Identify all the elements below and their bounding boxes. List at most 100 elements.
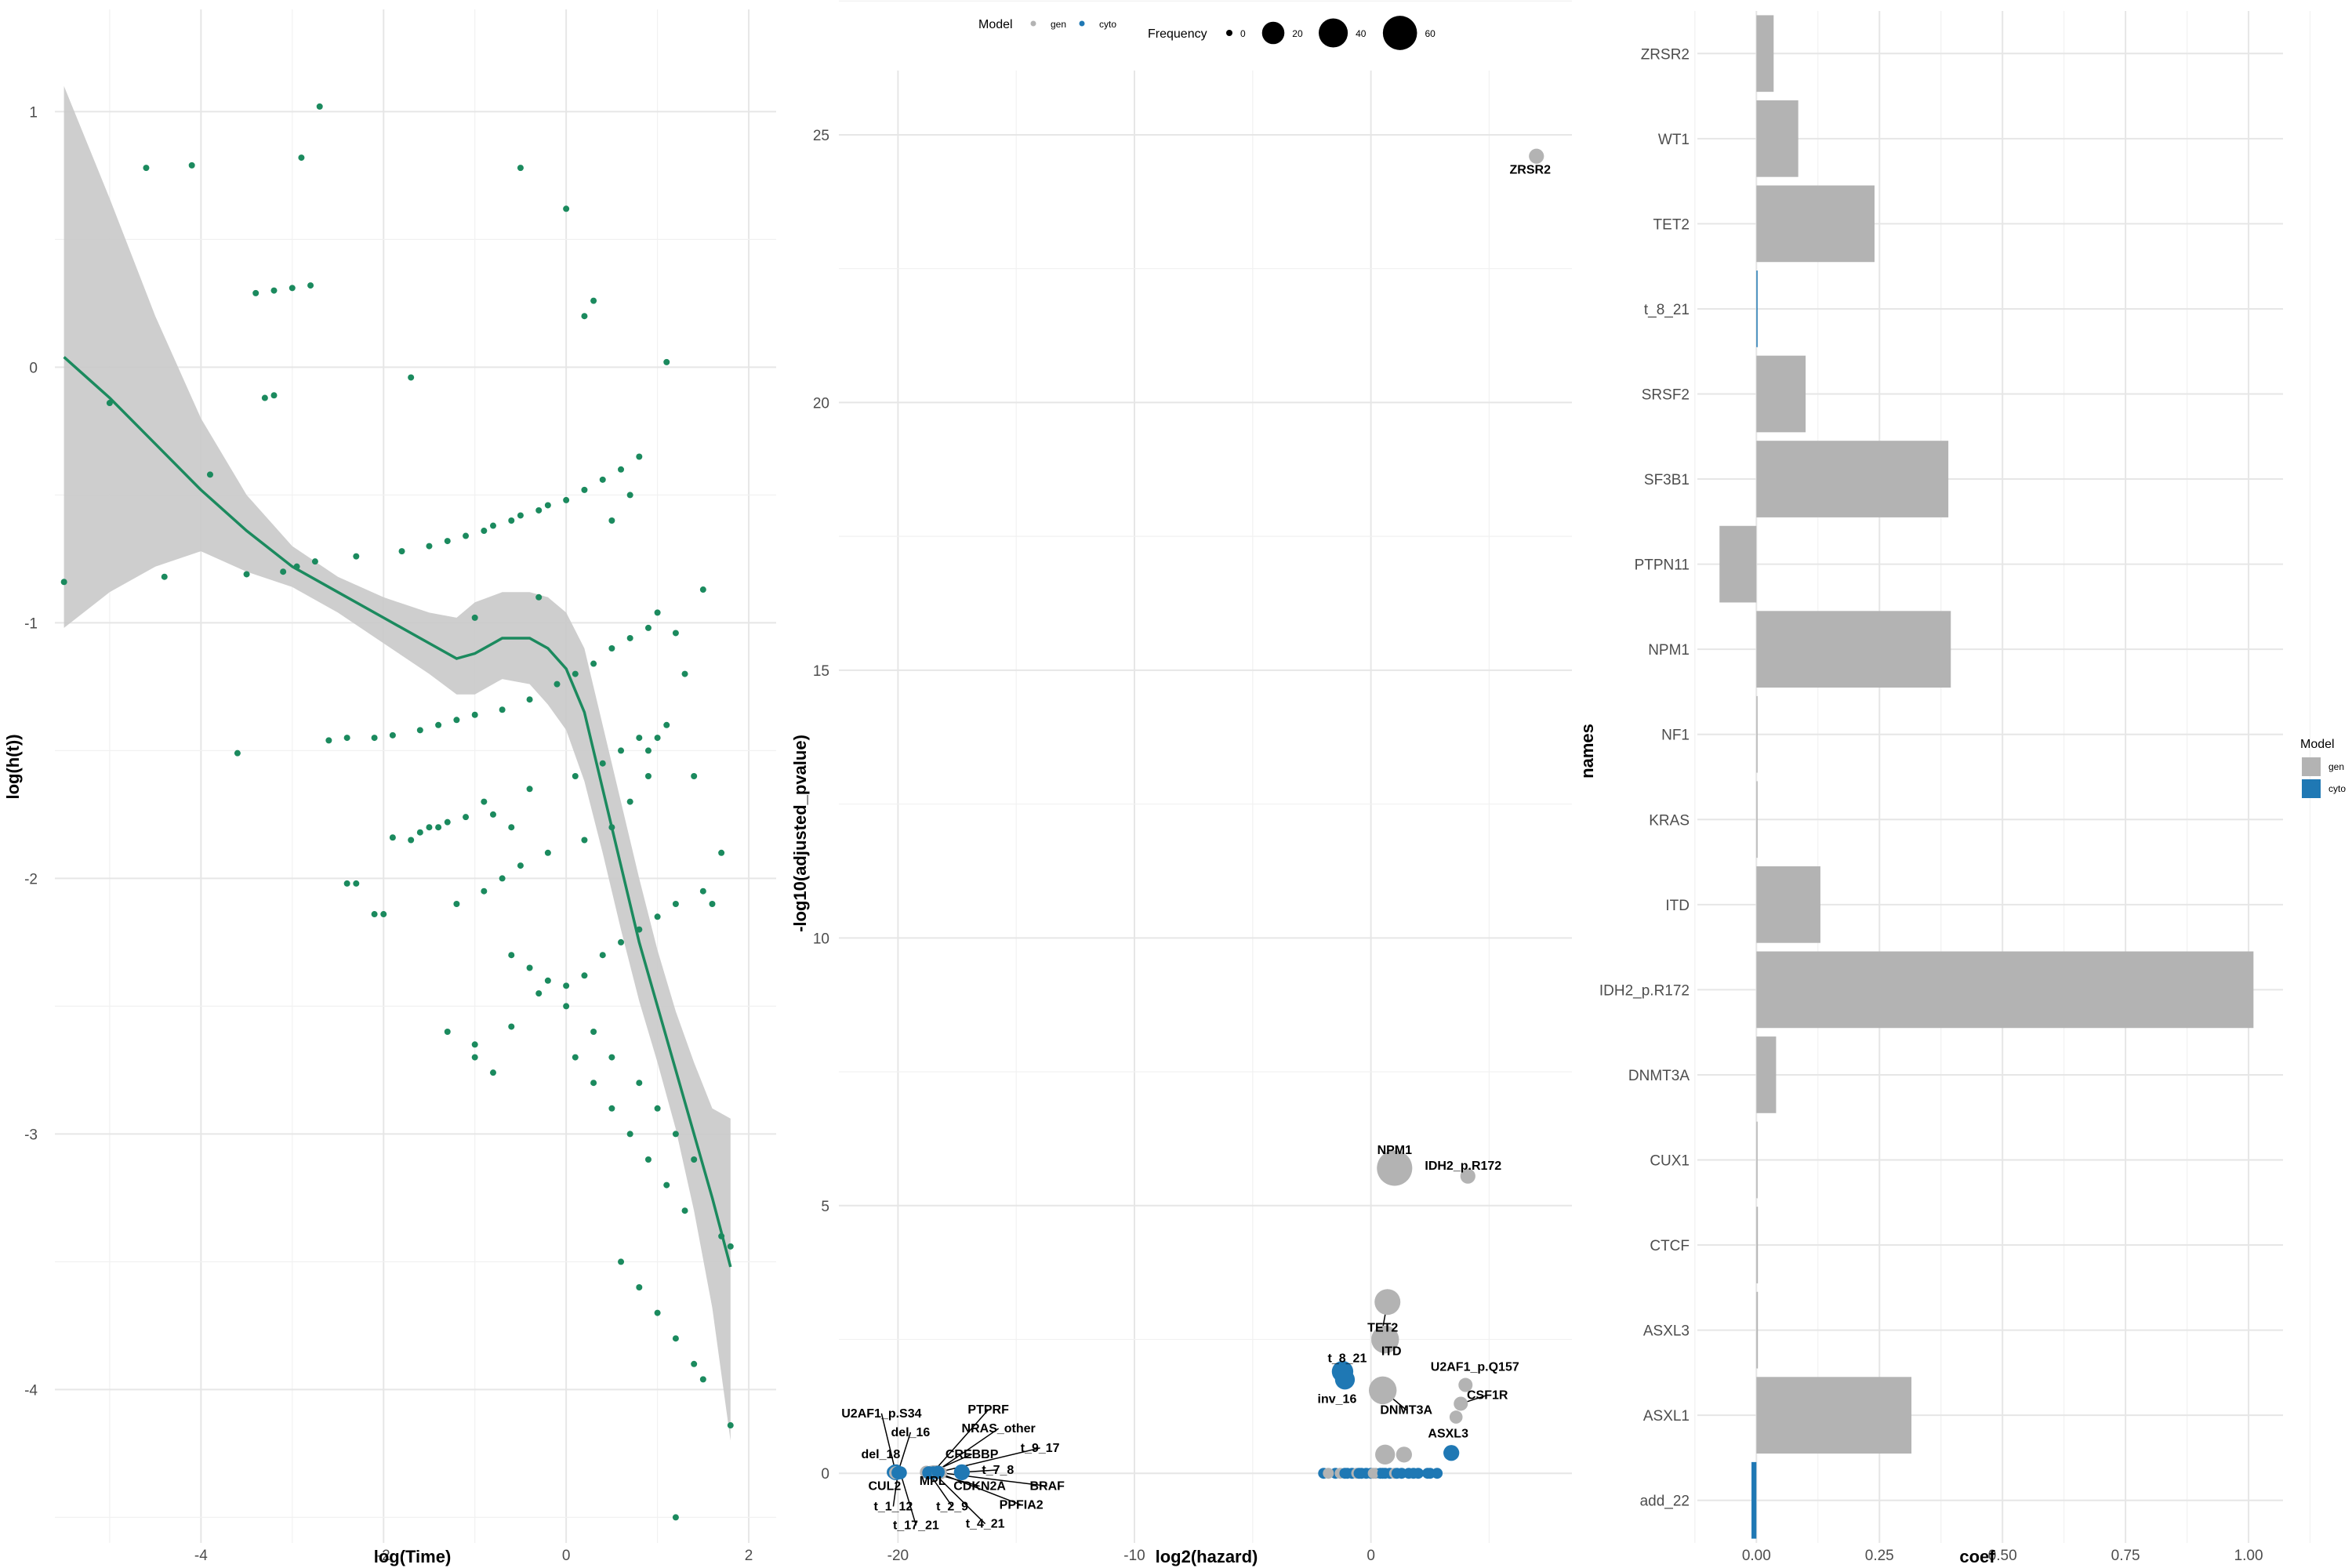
data-point: [535, 593, 543, 601]
right-legend: Model gen cyto: [2300, 738, 2346, 798]
legend-frequency-title: Frequency: [1148, 27, 1207, 41]
legend-label: cyto: [2328, 783, 2346, 794]
data-point: [663, 358, 670, 365]
bar: [1756, 100, 1798, 177]
bar: [1756, 1121, 1758, 1199]
data-point: [535, 506, 543, 514]
data-point: [426, 543, 433, 550]
y-tick-label: ITD: [1665, 898, 1690, 914]
data-point: [1323, 1468, 1334, 1479]
data-point: [252, 289, 260, 296]
y-axis-title: -log10(adjusted_pvalue): [790, 735, 810, 932]
data-point: [343, 880, 350, 887]
data-point: [563, 496, 570, 503]
x-tick-label: -2: [377, 1548, 390, 1564]
data-point: [435, 721, 442, 728]
data-point: [408, 374, 415, 381]
point-label: PTPRF: [967, 1403, 1009, 1417]
data-point: [1454, 1396, 1468, 1411]
x-axis-title: coef: [1959, 1547, 1995, 1566]
data-point: [727, 1243, 734, 1250]
data-point: [1353, 1468, 1365, 1479]
data-point: [572, 773, 579, 779]
data-point: [343, 735, 350, 742]
point-label: BRAF: [1029, 1480, 1065, 1494]
x-tick-label: -20: [887, 1548, 909, 1564]
data-point: [463, 814, 470, 821]
data-point: [699, 1376, 706, 1383]
data-point: [581, 837, 588, 844]
data-points: [887, 148, 1544, 1480]
y-tick-label: -4: [24, 1382, 38, 1399]
y-tick-label: WT1: [1658, 132, 1690, 148]
legend-size-label: 60: [1425, 28, 1436, 39]
tick-labels: -4 -2 0 2 1 0 -1 -2 -3 -4: [24, 104, 753, 1564]
legend-size-label: 20: [1292, 28, 1303, 39]
y-tick-label: PTPN11: [1635, 557, 1690, 574]
data-point: [672, 901, 679, 907]
legend-size-label: 40: [1356, 28, 1367, 39]
data-point: [1374, 1289, 1401, 1316]
data-point: [572, 670, 579, 677]
legend-size-key: [1261, 21, 1285, 45]
leader-line: [899, 1472, 917, 1526]
data-point: [581, 313, 588, 320]
data-point: [636, 1080, 643, 1087]
y-tick-label: 25: [813, 128, 829, 144]
top-legend: Model gen cyto Frequency 0 20 40 60: [978, 16, 1436, 50]
data-point: [526, 786, 533, 793]
data-point: [526, 964, 533, 971]
x-tick-label: -10: [1123, 1548, 1145, 1564]
legend-label: cyto: [1099, 19, 1116, 30]
y-tick-label: TET2: [1653, 216, 1690, 233]
point-label: ITD: [1381, 1345, 1402, 1358]
data-point: [280, 568, 287, 575]
data-point: [691, 1360, 698, 1367]
legend-size-label: 0: [1240, 28, 1246, 39]
y-tick-label: KRAS: [1649, 812, 1690, 829]
data-point: [471, 711, 478, 718]
data-point: [243, 571, 250, 578]
leader-line: [933, 1409, 989, 1472]
y-tick-label: NPM1: [1648, 642, 1690, 659]
data-point: [953, 1464, 970, 1480]
hazard-time-panel: -4 -2 0 2 1 0 -1 -2 -3 -4 log(Time) log(h(t)): [3, 9, 776, 1566]
legend-key: [1079, 20, 1085, 27]
data-point: [718, 849, 725, 856]
data-point: [599, 952, 606, 959]
data-point: [270, 392, 278, 399]
data-point: [654, 913, 661, 920]
coef-bar-panel: ZRSR2 WT1 TET2 t_8_21 SRSF2 SF3B1 PTPN11 NPM1 NF…: [1577, 11, 2346, 1566]
point-label: CREBBP: [946, 1448, 999, 1461]
y-tick-label: -1: [24, 615, 38, 632]
data-point: [691, 773, 698, 779]
data-point: [644, 1156, 652, 1163]
data-point: [654, 1309, 661, 1316]
bar: [1756, 1377, 1912, 1454]
data-point: [471, 614, 478, 621]
data-point: [353, 553, 360, 560]
data-point: [1396, 1446, 1412, 1463]
data-point: [626, 634, 633, 641]
bar: [1756, 1291, 1759, 1369]
bar: [1756, 866, 1820, 943]
data-point: [1443, 1445, 1460, 1461]
x-tick-label: 2: [745, 1548, 753, 1564]
y-tick-label: 1: [29, 104, 38, 121]
point-label: CSF1R: [1467, 1388, 1508, 1402]
point-label: PPFIA2: [1000, 1499, 1044, 1512]
y-tick-label: SRSF2: [1642, 387, 1690, 404]
data-point: [572, 1054, 579, 1061]
x-tick-label: 0: [562, 1548, 571, 1564]
data-point: [481, 528, 488, 535]
data-point: [1529, 148, 1544, 164]
bar: [1756, 611, 1951, 688]
data-point: [234, 750, 241, 757]
data-point: [1449, 1410, 1463, 1424]
panel-background: [839, 71, 1572, 1543]
data-point: [563, 205, 570, 212]
data-point: [894, 1466, 907, 1479]
bar: [1756, 15, 1774, 93]
bar: [1756, 951, 2254, 1029]
x-tick-label: 0: [1367, 1548, 1375, 1564]
